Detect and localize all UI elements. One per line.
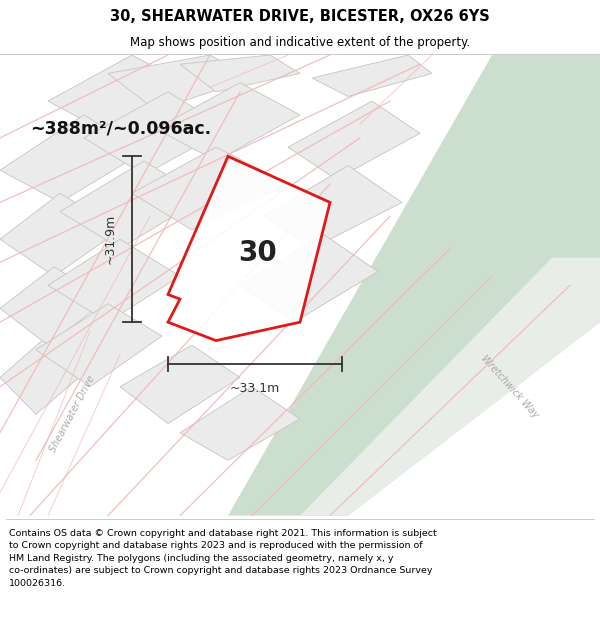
Text: Shearwater Drive: Shearwater Drive [47,374,97,454]
Polygon shape [60,161,204,249]
Polygon shape [0,341,90,414]
Text: Contains OS data © Crown copyright and database right 2021. This information is : Contains OS data © Crown copyright and d… [9,529,437,588]
Polygon shape [240,234,378,322]
Polygon shape [180,55,300,92]
Polygon shape [264,166,402,249]
Polygon shape [120,345,240,424]
Polygon shape [180,387,300,461]
Polygon shape [0,267,108,345]
Polygon shape [288,101,420,179]
Polygon shape [0,193,120,276]
Polygon shape [84,92,228,175]
Text: ~388m²/~0.096ac.: ~388m²/~0.096ac. [30,120,211,138]
Text: 30, SHEARWATER DRIVE, BICESTER, OX26 6YS: 30, SHEARWATER DRIVE, BICESTER, OX26 6YS [110,9,490,24]
Polygon shape [300,258,600,516]
Polygon shape [312,55,432,96]
Polygon shape [36,304,162,387]
Polygon shape [168,156,330,341]
Polygon shape [108,55,252,110]
Polygon shape [0,115,144,202]
Polygon shape [48,55,192,133]
Polygon shape [48,239,180,322]
Polygon shape [156,82,300,161]
Text: ~31.9m: ~31.9m [104,214,117,264]
Text: 30: 30 [239,239,277,267]
Polygon shape [228,55,600,516]
Text: Wretchwick Way: Wretchwick Way [479,353,541,420]
Polygon shape [132,147,288,230]
Text: Map shows position and indicative extent of the property.: Map shows position and indicative extent… [130,36,470,49]
Text: ~33.1m: ~33.1m [230,382,280,395]
